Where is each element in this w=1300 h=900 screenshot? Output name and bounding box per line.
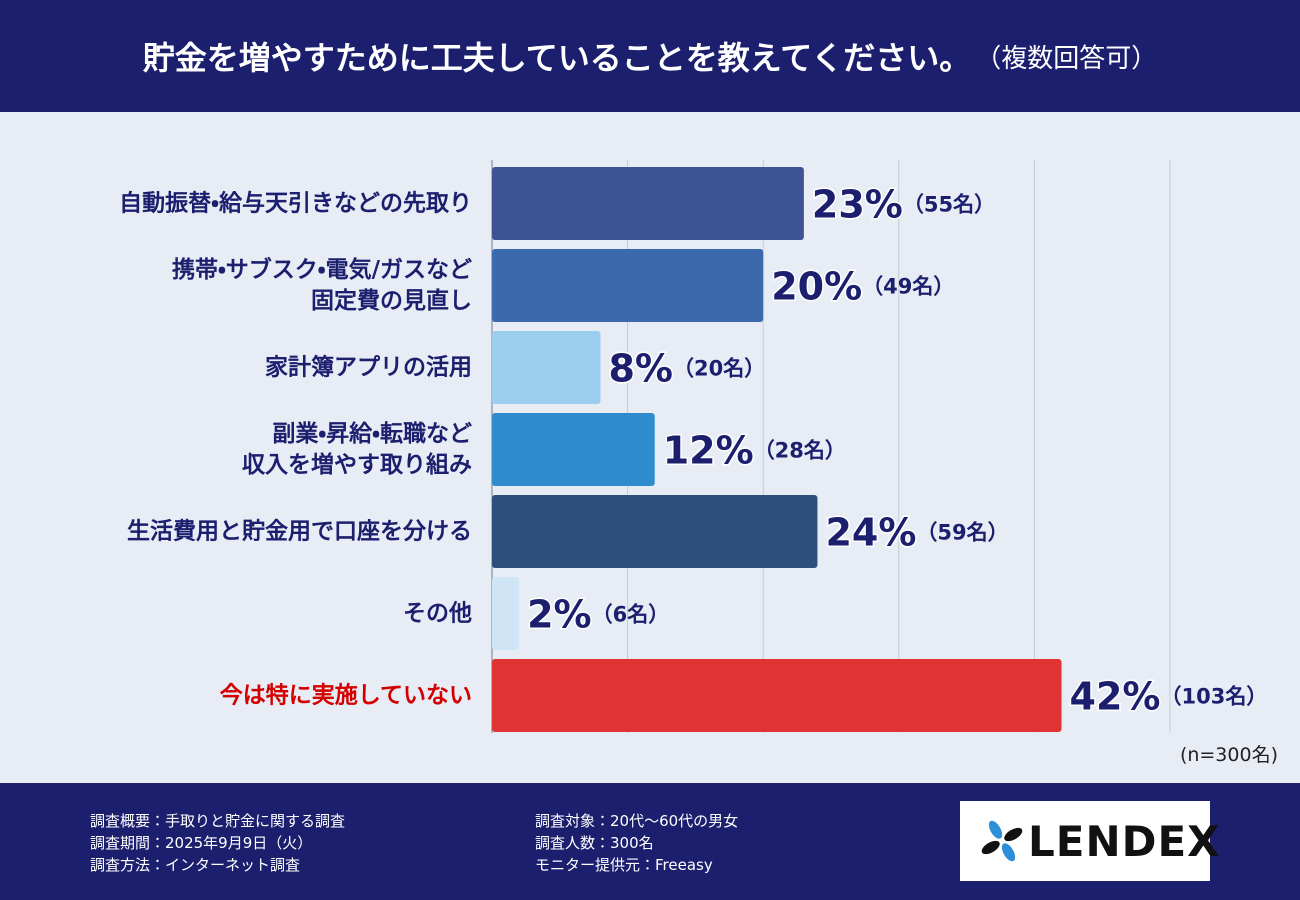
category-label: 自動振替・給与天引きなどの先取り: [119, 190, 472, 216]
title: 貯金を増やすために工夫していることを教えてください。: [142, 39, 972, 77]
category-label: 今は特に実施していない: [219, 682, 472, 708]
category-label: 副業・昇給・転職など 収入を増やす取り組み: [242, 420, 472, 478]
bar: [492, 577, 520, 650]
bar: [492, 413, 655, 486]
footer-item: 調査方法：インターネット調査: [90, 856, 301, 874]
logo-icon: [981, 820, 1023, 862]
footer: LENDEX 調査概要：手取りと貯金に関する調査 調査期間：2025年9月9日（火…: [0, 783, 1300, 900]
logo: LENDEX: [960, 801, 1220, 881]
footer-item: 調査概要：手取りと貯金に関する調査: [90, 812, 346, 830]
chart: 23% （55名） 20% （49名） 8% （20名） 12% （28名） 24% （59名） 2…: [491, 160, 1267, 733]
value-label: 42%: [1070, 675, 1161, 719]
value-label: 12%: [663, 429, 754, 473]
value-label: 2%: [527, 593, 592, 637]
value-label: 23%: [812, 183, 903, 227]
category-label: その他: [403, 600, 472, 626]
value-label: 24%: [825, 511, 916, 555]
logo-text: LENDEX: [1028, 817, 1221, 866]
count-label: （103名）: [1160, 685, 1267, 709]
footer-item: 調査期間：2025年9月9日（火）: [90, 834, 313, 852]
bar: [492, 249, 764, 322]
footer-item: 調査人数：300名: [535, 834, 654, 852]
sample-note: (n=300名): [1179, 744, 1278, 766]
subtitle: （複数回答可）: [975, 43, 1158, 74]
count-label: （55名）: [903, 193, 995, 217]
count-label: （59名）: [916, 521, 1008, 545]
footer-item: 調査対象：20代〜60代の男女: [535, 812, 739, 830]
value-label: 20%: [771, 265, 862, 309]
value-label: 8%: [608, 347, 673, 391]
count-label: （20名）: [673, 357, 765, 381]
count-label: （49名）: [862, 275, 954, 299]
count-label: （28名）: [754, 439, 846, 463]
bar: [492, 167, 804, 240]
bar: [492, 331, 601, 404]
bar: [492, 659, 1062, 732]
footer-item: モニター提供元：Freeasy: [535, 856, 713, 874]
bar: [492, 495, 818, 568]
count-label: （6名）: [592, 603, 670, 627]
category-label: 家計簿アプリの活用: [265, 354, 472, 380]
category-label: 携帯・サブスク・電気/ガスなど 固定費の見直し: [171, 256, 472, 314]
header: 貯金を増やすために工夫していることを教えてください。 （複数回答可）: [0, 0, 1300, 112]
category-label: 生活費用と貯金用で口座を分ける: [127, 518, 472, 544]
